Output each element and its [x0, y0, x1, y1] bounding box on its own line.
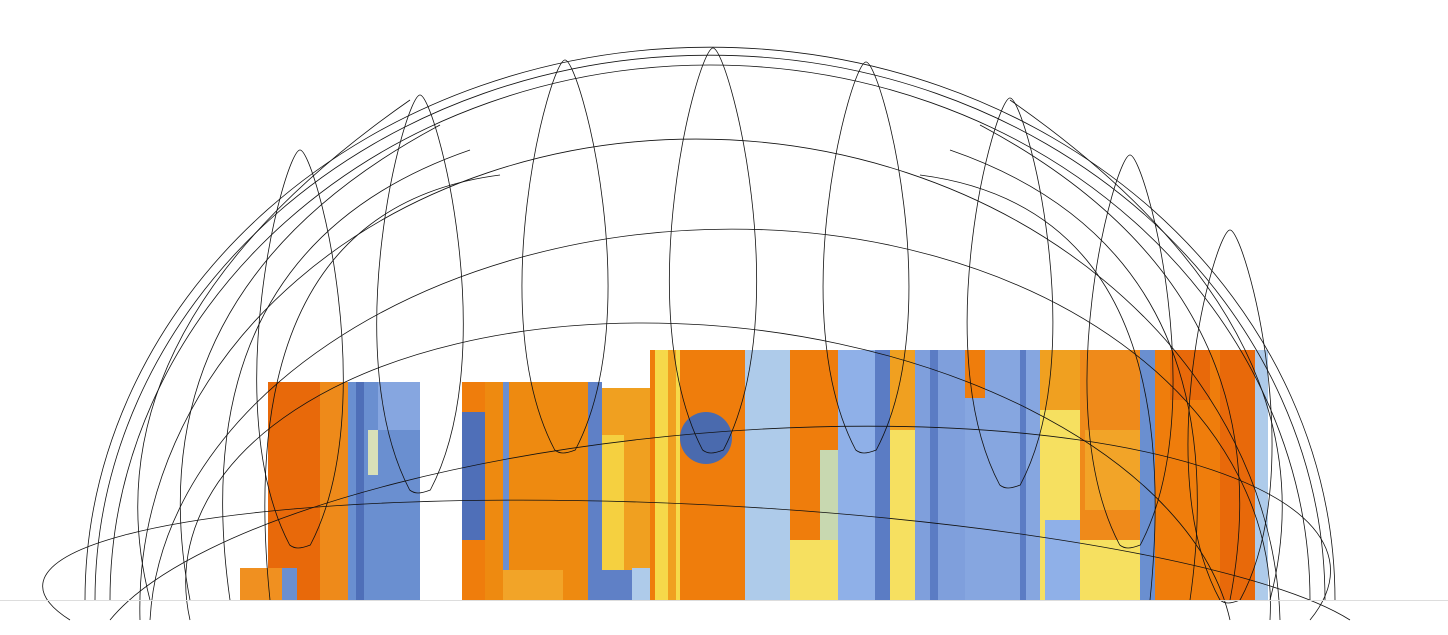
- wire: [521, 59, 609, 454]
- block: [503, 570, 563, 600]
- block: [1085, 430, 1140, 510]
- block: [588, 382, 602, 600]
- block: [602, 435, 624, 570]
- wire: [42, 499, 1351, 621]
- wire: [949, 149, 1198, 601]
- block: [1080, 540, 1140, 600]
- wire: [264, 174, 501, 601]
- block: [282, 568, 297, 600]
- block: [378, 382, 420, 430]
- wire: [149, 228, 1271, 621]
- block: [602, 570, 632, 600]
- wire: [1009, 99, 1283, 601]
- wire: [179, 124, 441, 601]
- dot: [680, 412, 732, 464]
- wire: [966, 97, 1054, 489]
- block: [320, 382, 348, 600]
- block: [1040, 350, 1080, 410]
- wire: [822, 61, 910, 454]
- block: [368, 430, 378, 475]
- wire: [256, 149, 344, 549]
- block: [668, 350, 676, 600]
- block: [915, 350, 965, 600]
- wire: [979, 124, 1241, 601]
- block: [890, 350, 915, 430]
- wire: [669, 47, 757, 454]
- wire: [376, 94, 464, 494]
- block: [930, 350, 938, 600]
- wireframe: [42, 46, 1351, 621]
- block: [820, 450, 838, 540]
- wire: [222, 149, 471, 601]
- block: [485, 382, 600, 600]
- block: [1045, 520, 1080, 600]
- block: [838, 350, 875, 600]
- wire: [109, 64, 1311, 601]
- wire: [109, 425, 1331, 621]
- block: [965, 350, 985, 398]
- block: [875, 350, 890, 600]
- block: [1140, 350, 1155, 600]
- block: [240, 568, 282, 600]
- wire: [94, 54, 1326, 601]
- wire: [1086, 154, 1174, 549]
- wire: [919, 174, 1156, 601]
- block: [790, 540, 838, 600]
- wire: [137, 99, 411, 601]
- wire: [84, 46, 1336, 601]
- wire: [185, 322, 1231, 621]
- wire: [139, 138, 1281, 621]
- block: [503, 382, 509, 600]
- block: [1020, 350, 1026, 600]
- block: [268, 382, 323, 600]
- block: [632, 568, 650, 600]
- block: [745, 350, 790, 600]
- block: [462, 412, 485, 540]
- block: [356, 382, 364, 600]
- color-blocks: [240, 350, 1268, 600]
- block: [655, 350, 680, 600]
- block: [1255, 350, 1268, 600]
